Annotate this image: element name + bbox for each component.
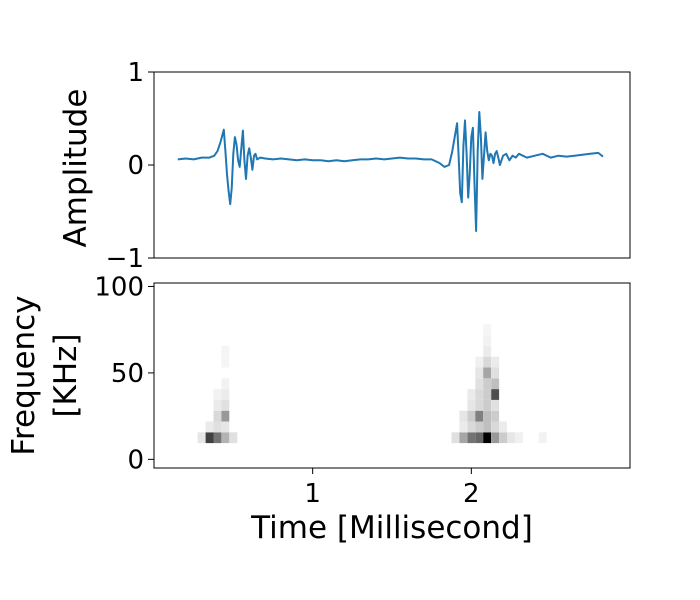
spectrogram-cell: [221, 432, 230, 444]
spectrogram-cell: [467, 410, 476, 422]
spectrogram-x-tick-label: 1: [304, 479, 321, 509]
spectrogram-cells: [197, 324, 547, 444]
spectrogram-y-tick-label: 50: [111, 359, 144, 389]
spectrogram-cell: [221, 356, 230, 368]
waveform-panel: 1 0 −1 Amplitude: [58, 58, 631, 274]
spectrogram-cell: [483, 367, 492, 379]
spectrogram-cell: [507, 432, 515, 444]
spectrogram-cell: [475, 389, 484, 400]
spectrogram-cell: [499, 421, 507, 433]
spectrogram-cell: [205, 421, 214, 433]
spectrogram-cell: [467, 389, 476, 400]
spectrogram-cell: [221, 421, 230, 433]
spectrogram-cell: [213, 432, 222, 444]
spectrogram-cell: [475, 367, 484, 379]
spectrogram-cell: [483, 432, 492, 444]
spectrogram-plot-frame: [153, 282, 631, 469]
spectrogram-cell: [475, 432, 484, 444]
spectrogram-cell: [491, 378, 500, 390]
spectrogram-cell: [483, 345, 492, 357]
spectrogram-cell: [213, 421, 222, 433]
waveform-y-tick-label: 0: [127, 151, 144, 181]
spectrogram-cell: [459, 410, 468, 422]
spectrogram-cell: [483, 324, 492, 336]
spectrogram-y-ticks: 100 50 0: [94, 272, 154, 475]
spectrogram-cell: [459, 432, 468, 444]
spectrogram-cell: [229, 432, 238, 444]
spectrogram-cell: [491, 421, 500, 433]
spectrogram-cell: [213, 410, 222, 422]
spectrogram-cell: [221, 410, 230, 422]
spectrogram-cell: [221, 389, 230, 400]
spectrogram-ylabel-line: Frequency: [6, 295, 42, 455]
spectrogram-cell: [459, 421, 468, 433]
spectrogram-cell: [483, 389, 492, 400]
spectrogram-cell: [475, 410, 484, 422]
spectrogram-xlabel: Time [Millisecond]: [250, 510, 533, 546]
spectrogram-cell: [475, 399, 484, 411]
spectrogram-cell: [491, 410, 500, 422]
spectrogram-cell: [491, 389, 500, 400]
spectrogram-x-tick-label: 2: [463, 479, 480, 509]
spectrogram-cell: [467, 421, 476, 433]
waveform-y-tick-label: 1: [127, 58, 144, 88]
spectrogram-cell: [475, 378, 484, 390]
spectrogram-cell: [205, 432, 214, 444]
spectrogram-y-tick-label: 0: [127, 445, 144, 475]
spectrogram-cell: [483, 356, 492, 368]
spectrogram-cell: [213, 389, 222, 400]
spectrogram-cell: [491, 432, 500, 444]
spectrogram-cell: [483, 399, 492, 411]
spectrogram-cell: [467, 432, 476, 444]
spectrogram-cell: [483, 335, 492, 346]
spectrogram-cell: [483, 421, 492, 433]
spectrogram-cell: [483, 410, 492, 422]
spectrogram-cell: [213, 399, 222, 411]
spectrogram-cell: [499, 432, 507, 444]
spectrogram-cell: [221, 378, 230, 390]
spectrogram-cell: [221, 345, 230, 357]
spectrogram-cell: [491, 367, 500, 379]
spectrogram-cell: [515, 432, 523, 444]
spectrogram-cell: [467, 399, 476, 411]
spectrogram-y-tick-label: 100: [94, 272, 144, 302]
waveform-series-line: [177, 111, 604, 232]
spectrogram-ylabel: Frequency [KHz]: [6, 295, 84, 455]
spectrogram-cell: [451, 432, 460, 444]
spectrogram-cell: [483, 378, 492, 390]
waveform-y-tick-label: −1: [106, 244, 144, 274]
spectrogram-cell: [491, 399, 500, 411]
spectrogram-ylabel-line: [KHz]: [48, 333, 84, 417]
spectrogram-cell: [475, 421, 484, 433]
waveform-y-ticks: 1 0 −1: [106, 58, 154, 274]
spectrogram-cell: [538, 432, 547, 444]
spectrogram-cell: [197, 432, 206, 444]
spectrogram-cell: [221, 399, 230, 411]
spectrogram-cell: [475, 356, 484, 368]
waveform-ylabel: Amplitude: [58, 89, 94, 248]
spectrogram-cell: [491, 356, 500, 368]
